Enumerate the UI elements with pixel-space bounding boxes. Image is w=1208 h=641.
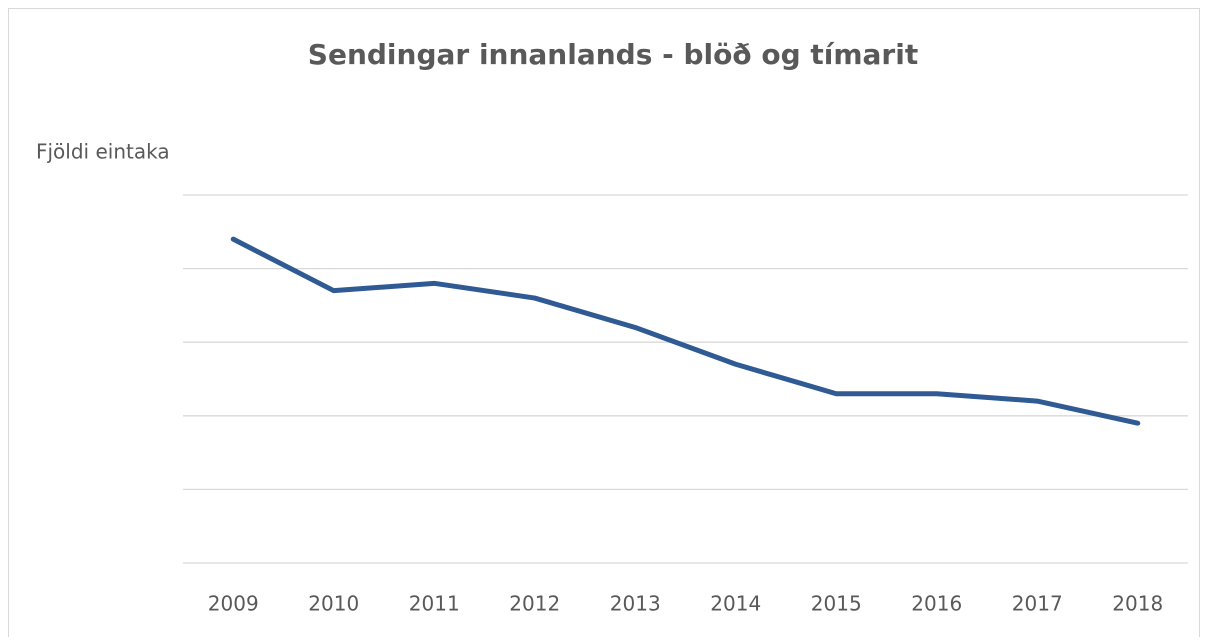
chart-frame — [8, 8, 1200, 641]
x-tick-label: 2009 — [208, 592, 259, 616]
y-axis-label: Fjöldi eintaka — [36, 140, 170, 164]
x-tick-label: 2017 — [1012, 592, 1063, 616]
x-tick-label: 2010 — [308, 592, 359, 616]
x-tick-label: 2012 — [509, 592, 560, 616]
x-tick-label: 2014 — [710, 592, 761, 616]
x-tick-label: 2015 — [811, 592, 862, 616]
data-line — [230, 236, 1141, 426]
x-tick-label: 2018 — [1112, 592, 1163, 616]
x-tick-label: 2011 — [409, 592, 460, 616]
x-tick-label: 2013 — [610, 592, 661, 616]
chart-title: Sendingar innanlands - blöð og tímarit — [308, 38, 918, 71]
x-tick-label: 2016 — [911, 592, 962, 616]
